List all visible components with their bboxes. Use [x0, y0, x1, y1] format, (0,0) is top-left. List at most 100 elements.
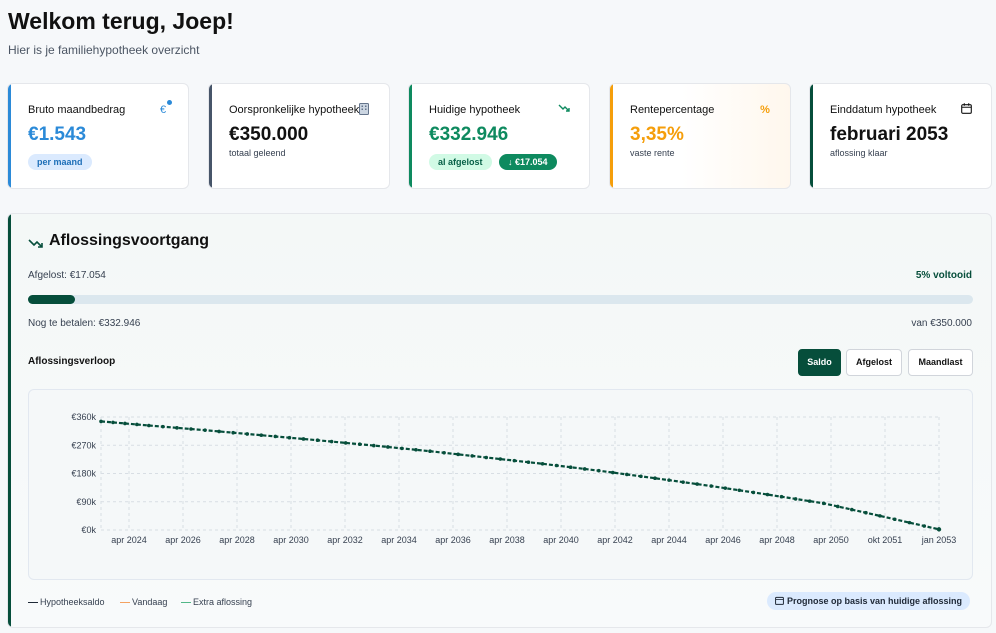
y-tick-label: €90k [76, 497, 96, 507]
data-point [625, 472, 629, 477]
paid-label: Afgelost: €17.054 [28, 270, 106, 281]
data-point [610, 470, 615, 475]
data-point [554, 463, 559, 468]
panel-title: Aflossingsvoortgang [49, 232, 210, 249]
data-point [259, 433, 264, 438]
calendar-icon [775, 596, 784, 605]
card-bruto-maandbedrag: Bruto maandbedrag € €1.543 per maand [7, 83, 189, 189]
x-tick-label: apr 2030 [273, 535, 309, 545]
data-point [779, 494, 784, 499]
card-huidige-hypotheek: Huidige hypotheek €332.946 al afgelost ↓… [408, 83, 590, 189]
euro-icon: € [156, 100, 172, 117]
card-oorspronkelijke-hypotheek: Oorspronkelijke hypotheek €350.000 totaa… [208, 83, 390, 189]
data-point [850, 507, 854, 512]
y-tick-label: €270k [71, 440, 96, 450]
data-point [907, 520, 912, 525]
x-tick-label: apr 2026 [165, 535, 201, 545]
data-point [287, 435, 292, 440]
data-point [737, 488, 742, 493]
data-point [484, 455, 489, 460]
data-point [596, 468, 601, 473]
data-point [793, 497, 798, 501]
data-point [231, 430, 235, 435]
x-tick-label: apr 2044 [651, 535, 687, 545]
data-point [245, 432, 250, 436]
tab-maandlast[interactable]: Maandlast [908, 349, 973, 376]
chart-title: Aflossingsverloop [28, 356, 116, 367]
data-point [498, 457, 503, 461]
data-point [568, 465, 573, 470]
percent-complete: 5% voltooid [915, 270, 972, 281]
data-point [371, 443, 376, 448]
data-point [878, 514, 882, 518]
data-point [175, 426, 179, 430]
data-point [273, 434, 278, 439]
data-point [922, 524, 927, 528]
card-sub: vaste rente [630, 148, 675, 158]
paid-amount-badge: ↓ €17.054 [499, 154, 557, 170]
data-point [386, 445, 390, 449]
data-point [357, 442, 362, 447]
x-tick-label: apr 2050 [813, 535, 849, 545]
forecast-text: Prognose op basis van huidige aflossing [787, 596, 963, 606]
progress-fill [28, 295, 76, 304]
card-label: Oorspronkelijke hypotheek [229, 104, 360, 116]
tab-saldo[interactable]: Saldo [798, 349, 841, 376]
legend-item-extra-aflossing: Extra aflossing [181, 597, 252, 607]
x-tick-label: apr 2040 [543, 535, 579, 545]
data-point [161, 424, 165, 429]
repayment-progress-panel: Aflossingsvoortgang Afgelost: €17.054 5%… [7, 213, 992, 628]
card-label: Huidige hypotheek [429, 104, 521, 116]
legend-item-hypotheeksaldo: Hypotheeksaldo [28, 597, 105, 607]
data-point [667, 478, 671, 482]
data-point [709, 484, 714, 488]
tab-afgelost[interactable]: Afgelost [846, 349, 902, 376]
card-value: 3,35% [630, 124, 684, 145]
data-point [821, 501, 826, 506]
data-point [864, 510, 868, 515]
card-label: Einddatum hypotheek [830, 104, 937, 116]
progress-track [28, 295, 973, 304]
data-point [681, 480, 685, 484]
x-tick-label: jan 2053 [921, 535, 957, 545]
data-point [695, 482, 699, 486]
card-value: €332.946 [429, 124, 509, 145]
data-point [343, 441, 348, 445]
card-rentepercentage: Rentepercentage % 3,35% vaste rente [609, 83, 791, 189]
legend-swatch [181, 602, 191, 604]
card-value: €1.543 [28, 124, 87, 145]
data-point [329, 439, 334, 444]
data-point [217, 429, 221, 434]
x-tick-label: apr 2034 [381, 535, 417, 545]
data-point [653, 476, 657, 481]
data-point [189, 427, 193, 431]
data-point [123, 421, 127, 426]
trend-down-icon [28, 236, 43, 254]
data-point [456, 452, 460, 457]
page-subtitle: Hier is je familiehypotheek overzicht [8, 43, 200, 57]
period-badge: per maand [28, 154, 92, 170]
data-point [400, 446, 404, 451]
card-sub: totaal geleend [229, 148, 286, 158]
card-value: februari 2053 [830, 124, 949, 145]
x-tick-label: apr 2024 [111, 535, 147, 545]
data-point [936, 527, 942, 532]
data-point [582, 467, 587, 471]
x-tick-label: apr 2048 [759, 535, 795, 545]
x-tick-label: apr 2032 [327, 535, 363, 545]
legend-swatch [28, 602, 38, 604]
data-point [135, 422, 139, 427]
balance-chart: €0k €90k €180k €270k €360k apr 2024 apr 2026 ap… [71, 412, 957, 545]
x-tick-label: apr 2042 [597, 535, 633, 545]
data-point [147, 423, 151, 428]
y-tick-label: €360k [71, 412, 96, 422]
data-point [512, 458, 517, 463]
x-tick-label: apr 2038 [489, 535, 525, 545]
data-point [540, 461, 545, 466]
card-label: Bruto maandbedrag [28, 104, 126, 116]
card-sub: aflossing klaar [830, 148, 888, 158]
paid-badge: al afgelost [429, 154, 492, 170]
data-point [751, 490, 756, 495]
percent-icon: % [760, 104, 770, 116]
data-point [807, 499, 812, 503]
